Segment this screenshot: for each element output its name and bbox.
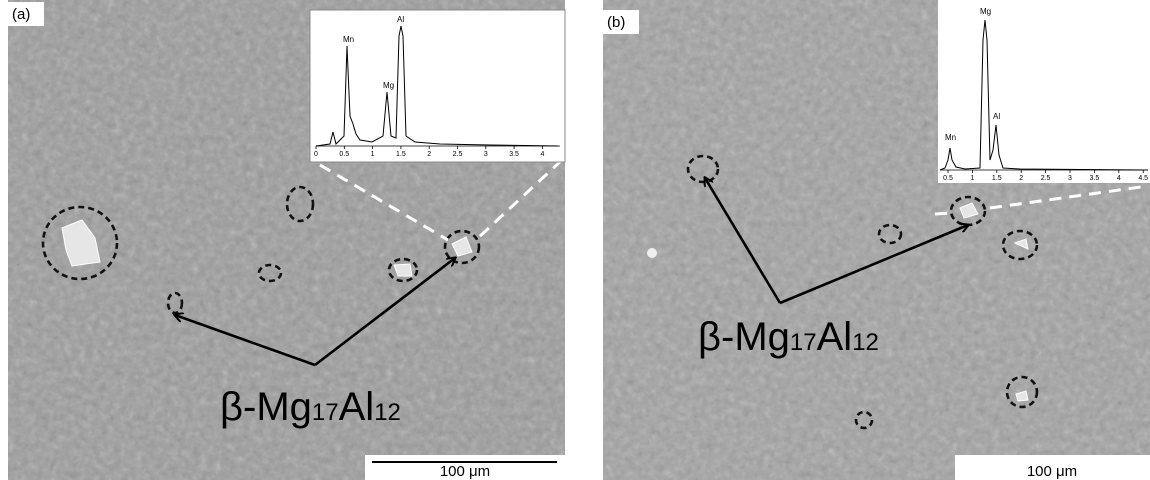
inset-tick-label: 1.5 xyxy=(396,151,406,158)
inset-tick-label: 2.5 xyxy=(1041,175,1051,182)
label-box xyxy=(603,10,639,34)
peak-label: Al xyxy=(397,15,404,24)
peak-label: Mg xyxy=(383,81,394,90)
circle-marker xyxy=(443,229,481,265)
phase-text: β-Mg xyxy=(220,385,312,429)
inset-tick-label: 1 xyxy=(970,175,974,182)
inset-tick-label: 2.5 xyxy=(453,151,463,158)
circle-marker xyxy=(1005,375,1039,409)
circle-marker xyxy=(285,185,315,223)
inset-tick-label: 3.5 xyxy=(509,151,519,158)
peak-label: Mn xyxy=(343,35,354,44)
particle xyxy=(647,248,657,258)
inset-spectrum: Mn Mg Al 0 0.5 1 1.5 2 2.5 3 3.5 4 xyxy=(309,9,566,163)
phase-subscript: 12 xyxy=(852,329,879,356)
inset-tick-label: 4.5 xyxy=(1138,175,1148,182)
phase-text: Al xyxy=(817,315,853,359)
inset-connector xyxy=(989,184,1149,210)
scale-label: 100 μm xyxy=(440,463,490,480)
inset-tick-label: 1.5 xyxy=(992,175,1002,182)
peak-label: Al xyxy=(993,112,1000,121)
circle-marker xyxy=(686,154,720,184)
circle-marker xyxy=(877,223,903,245)
phase-subscript: 12 xyxy=(374,399,401,426)
arrow xyxy=(314,258,455,367)
inset-tick-label: 4 xyxy=(1117,175,1121,182)
inset-tick-label: 0.5 xyxy=(943,175,953,182)
label-box xyxy=(8,2,44,26)
inset-tick-label: 3 xyxy=(1068,175,1072,182)
panel-a: (a) β-Mg17Al12 Mn Mg Al 0 0.5 1 1.5 2 2.5 3 3.5… xyxy=(8,0,566,480)
circle-marker xyxy=(41,205,119,281)
particle xyxy=(61,219,101,267)
inset-tick-label: 0.5 xyxy=(339,151,349,158)
inset-tick-label: 0 xyxy=(314,151,318,158)
particle xyxy=(1013,238,1029,250)
inset-tick-label: 2 xyxy=(427,151,431,158)
panel-label: (b) xyxy=(607,14,625,31)
circle-marker xyxy=(387,257,419,283)
arrow xyxy=(175,315,316,367)
inset-tick-label: 3.5 xyxy=(1090,175,1100,182)
phase-label: β-Mg17Al12 xyxy=(698,315,879,359)
particle xyxy=(393,263,413,277)
inset-frame xyxy=(938,0,1150,183)
inset-tick-label: 1 xyxy=(371,151,375,158)
scale-box xyxy=(955,455,1150,480)
phase-text: β-Mg xyxy=(698,315,790,359)
inset-spectrum: Mn Mg Al 0.5 1 1.5 2 2.5 3 3.5 4 4.5 xyxy=(938,0,1150,183)
peak-label: Mg xyxy=(980,7,991,16)
inset-frame xyxy=(309,9,566,163)
inset-connector xyxy=(319,163,449,242)
inset-tick-label: 4 xyxy=(540,151,544,158)
scale-label: 100 μm xyxy=(1027,463,1077,480)
circle-marker xyxy=(854,410,874,430)
particle xyxy=(451,236,473,257)
inset-connector xyxy=(934,211,951,216)
phase-subscript: 17 xyxy=(312,399,339,426)
phase-subscript: 17 xyxy=(790,329,817,356)
arrow xyxy=(705,178,782,304)
scale-box xyxy=(365,455,565,480)
phase-label: β-Mg17Al12 xyxy=(220,385,401,429)
panel-label: (a) xyxy=(12,6,30,23)
peak-label: Mn xyxy=(945,133,956,142)
spectrum-curve xyxy=(315,25,559,147)
panel-b: (b) β-Mg17Al12 Mn Mg Al 0.5 1 1.5 2 2.5 3 3.5 4… xyxy=(603,0,1150,480)
particle xyxy=(959,202,979,219)
inset-tick-label: 2 xyxy=(1019,175,1023,182)
inset-tick-label: 3 xyxy=(484,151,488,158)
phase-text: Al xyxy=(339,385,375,429)
circle-marker xyxy=(257,263,283,283)
circle-marker xyxy=(1001,229,1039,261)
particle xyxy=(1015,390,1029,402)
spectrum-curve xyxy=(939,19,1149,171)
arrow xyxy=(779,225,968,305)
